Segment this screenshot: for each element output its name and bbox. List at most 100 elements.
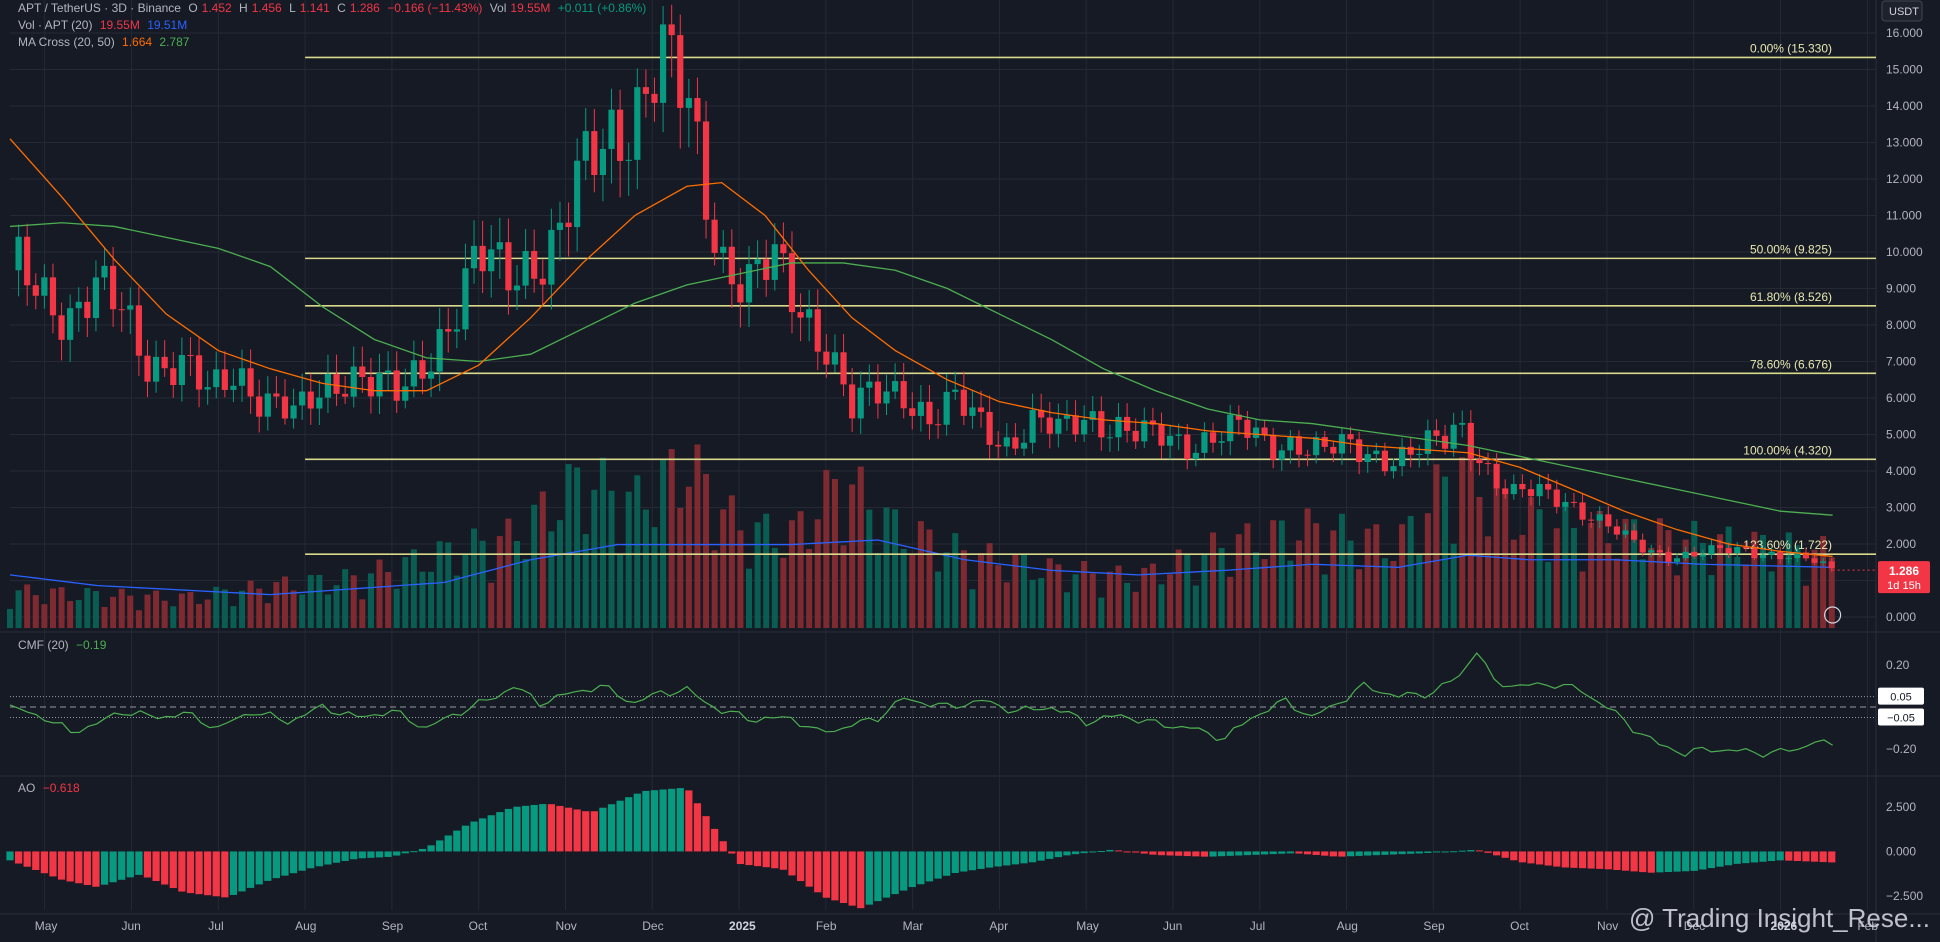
candle-body <box>1158 424 1165 446</box>
ao-bar <box>1802 851 1810 862</box>
candle-body <box>152 356 160 382</box>
candle-body <box>1046 417 1053 434</box>
volume-bar <box>513 541 521 628</box>
candle-body <box>1588 519 1595 521</box>
candle-body <box>385 370 392 373</box>
volume-bar <box>1313 523 1320 628</box>
cmf-legend[interactable]: CMF (20) −0.19 <box>18 638 107 652</box>
ao-bar <box>1793 851 1801 861</box>
ao-bar <box>1707 851 1716 869</box>
volume-bar <box>1450 543 1457 628</box>
volume-bar <box>359 599 366 628</box>
candle-body <box>883 391 890 404</box>
ao-bar <box>1510 851 1518 861</box>
ao-bar <box>556 805 564 852</box>
candle-body <box>84 301 91 318</box>
volume-bar <box>711 550 718 628</box>
ao-legend[interactable]: AO −0.618 <box>18 781 80 795</box>
ao-bar <box>650 790 659 852</box>
ao-bar <box>1020 851 1028 864</box>
candle-body <box>1596 514 1603 521</box>
candle-body <box>144 355 151 382</box>
volume-bar <box>1768 571 1775 628</box>
ao-bar <box>1639 851 1647 873</box>
ao-series <box>6 788 1836 909</box>
ma20-line <box>9 138 1833 558</box>
ao-bar <box>1338 851 1346 857</box>
candle-body <box>1811 558 1818 563</box>
candle-body <box>1519 483 1526 490</box>
ao-bar <box>32 851 40 870</box>
volume-bar <box>883 507 890 628</box>
ao-bar <box>702 816 710 852</box>
ao-bar <box>745 851 753 866</box>
candle-body <box>445 329 452 332</box>
ma-cross-legend[interactable]: MA Cross (20, 50) 1.664 2.787 <box>18 35 190 49</box>
candle-body <box>1089 411 1096 420</box>
volume-bar <box>1691 520 1698 628</box>
volume-bar <box>1106 571 1113 628</box>
candle-body <box>1029 409 1036 443</box>
ao-bar <box>221 851 229 898</box>
ao-bar <box>1312 851 1320 855</box>
time-tick-label: 2026 <box>1771 919 1798 933</box>
candle-body <box>376 372 383 397</box>
volume-bar <box>1295 540 1302 628</box>
ao-bar <box>358 851 366 859</box>
candle-body <box>1631 530 1638 540</box>
candle-body <box>668 24 675 36</box>
time-tick-label: Jul <box>208 919 223 933</box>
ao-bar <box>1742 851 1750 864</box>
replay-icon[interactable] <box>1824 606 1842 624</box>
candle-body <box>1295 436 1303 455</box>
candle-body <box>1347 434 1354 440</box>
volume-legend[interactable]: Vol · APT (20) 19.55M 19.51M <box>18 18 188 32</box>
candle-body <box>582 131 589 161</box>
ao-bar <box>900 851 908 891</box>
volume-bar <box>788 520 795 628</box>
ao-bar <box>1785 851 1793 861</box>
ao-bar <box>1673 851 1681 872</box>
volume-bar <box>1046 558 1053 628</box>
candle-body <box>24 236 31 286</box>
ao-bar <box>1003 851 1011 866</box>
ao-bar <box>968 851 977 871</box>
volume-bar <box>1132 591 1139 628</box>
candle-body <box>1081 419 1088 435</box>
volume-bar <box>1820 536 1827 628</box>
volume-bar <box>1648 547 1655 628</box>
candle-body <box>1639 539 1646 553</box>
price-tick-label: 3.000 <box>1886 501 1916 515</box>
symbol-label[interactable]: APT / TetherUS · 3D · Binance <box>18 1 181 15</box>
ao-bar <box>573 809 581 852</box>
volume-bar <box>1570 527 1577 628</box>
ao-bar <box>633 793 641 852</box>
volume-bar <box>1321 574 1328 628</box>
volume-bar <box>299 594 306 628</box>
ao-bar <box>762 851 770 868</box>
ao-bar <box>384 851 392 857</box>
candle-body <box>866 381 873 388</box>
candle-body <box>745 264 753 303</box>
price-tick-label: 9.000 <box>1886 281 1916 295</box>
candle-body <box>952 389 959 392</box>
volume-bar <box>187 592 194 628</box>
ao-bar <box>1828 851 1836 863</box>
ao-bar <box>1527 851 1535 864</box>
volume-bar <box>385 572 392 628</box>
ao-bar <box>753 851 762 867</box>
candle-body <box>1484 463 1492 465</box>
candle-body <box>135 305 142 356</box>
ao-bar <box>109 851 117 883</box>
time-tick-label: Apr <box>989 919 1008 933</box>
candle-body <box>651 93 658 103</box>
volume-bar <box>488 582 495 628</box>
ao-bar <box>1192 851 1200 857</box>
watermark: @ Trading Insight_Rese... <box>1629 903 1930 933</box>
volume-bar <box>986 543 993 628</box>
candle-body <box>728 246 735 285</box>
volume-bar <box>221 589 228 628</box>
ao-bar <box>169 851 177 889</box>
volume-bar <box>522 558 529 628</box>
